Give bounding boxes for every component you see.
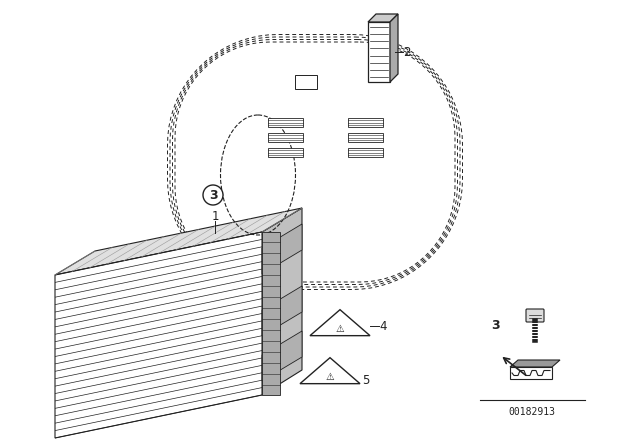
Polygon shape bbox=[262, 331, 302, 381]
Circle shape bbox=[203, 185, 223, 205]
Polygon shape bbox=[368, 14, 398, 22]
Text: ⚠: ⚠ bbox=[335, 324, 344, 334]
Text: 5: 5 bbox=[362, 374, 370, 387]
Bar bbox=[348, 118, 383, 127]
Bar bbox=[268, 118, 303, 127]
Bar bbox=[348, 148, 383, 157]
Bar bbox=[268, 133, 303, 142]
Polygon shape bbox=[262, 208, 302, 395]
Text: 2: 2 bbox=[403, 46, 411, 59]
Polygon shape bbox=[368, 22, 390, 82]
Polygon shape bbox=[55, 208, 302, 275]
Text: ⚠: ⚠ bbox=[326, 372, 334, 382]
Text: 1: 1 bbox=[211, 210, 219, 223]
Text: 3: 3 bbox=[209, 189, 218, 202]
Polygon shape bbox=[510, 360, 560, 367]
Polygon shape bbox=[310, 310, 370, 336]
Polygon shape bbox=[262, 286, 302, 336]
Bar bbox=[295, 75, 317, 89]
FancyBboxPatch shape bbox=[526, 309, 544, 322]
Text: 00182913: 00182913 bbox=[509, 407, 556, 417]
Polygon shape bbox=[510, 367, 552, 379]
Polygon shape bbox=[55, 232, 262, 438]
Polygon shape bbox=[300, 358, 360, 383]
Text: 4: 4 bbox=[380, 319, 387, 332]
Bar bbox=[268, 148, 303, 157]
Polygon shape bbox=[262, 224, 302, 274]
Polygon shape bbox=[262, 232, 280, 395]
Bar bbox=[348, 133, 383, 142]
Text: 3: 3 bbox=[491, 319, 499, 332]
Polygon shape bbox=[390, 14, 398, 82]
